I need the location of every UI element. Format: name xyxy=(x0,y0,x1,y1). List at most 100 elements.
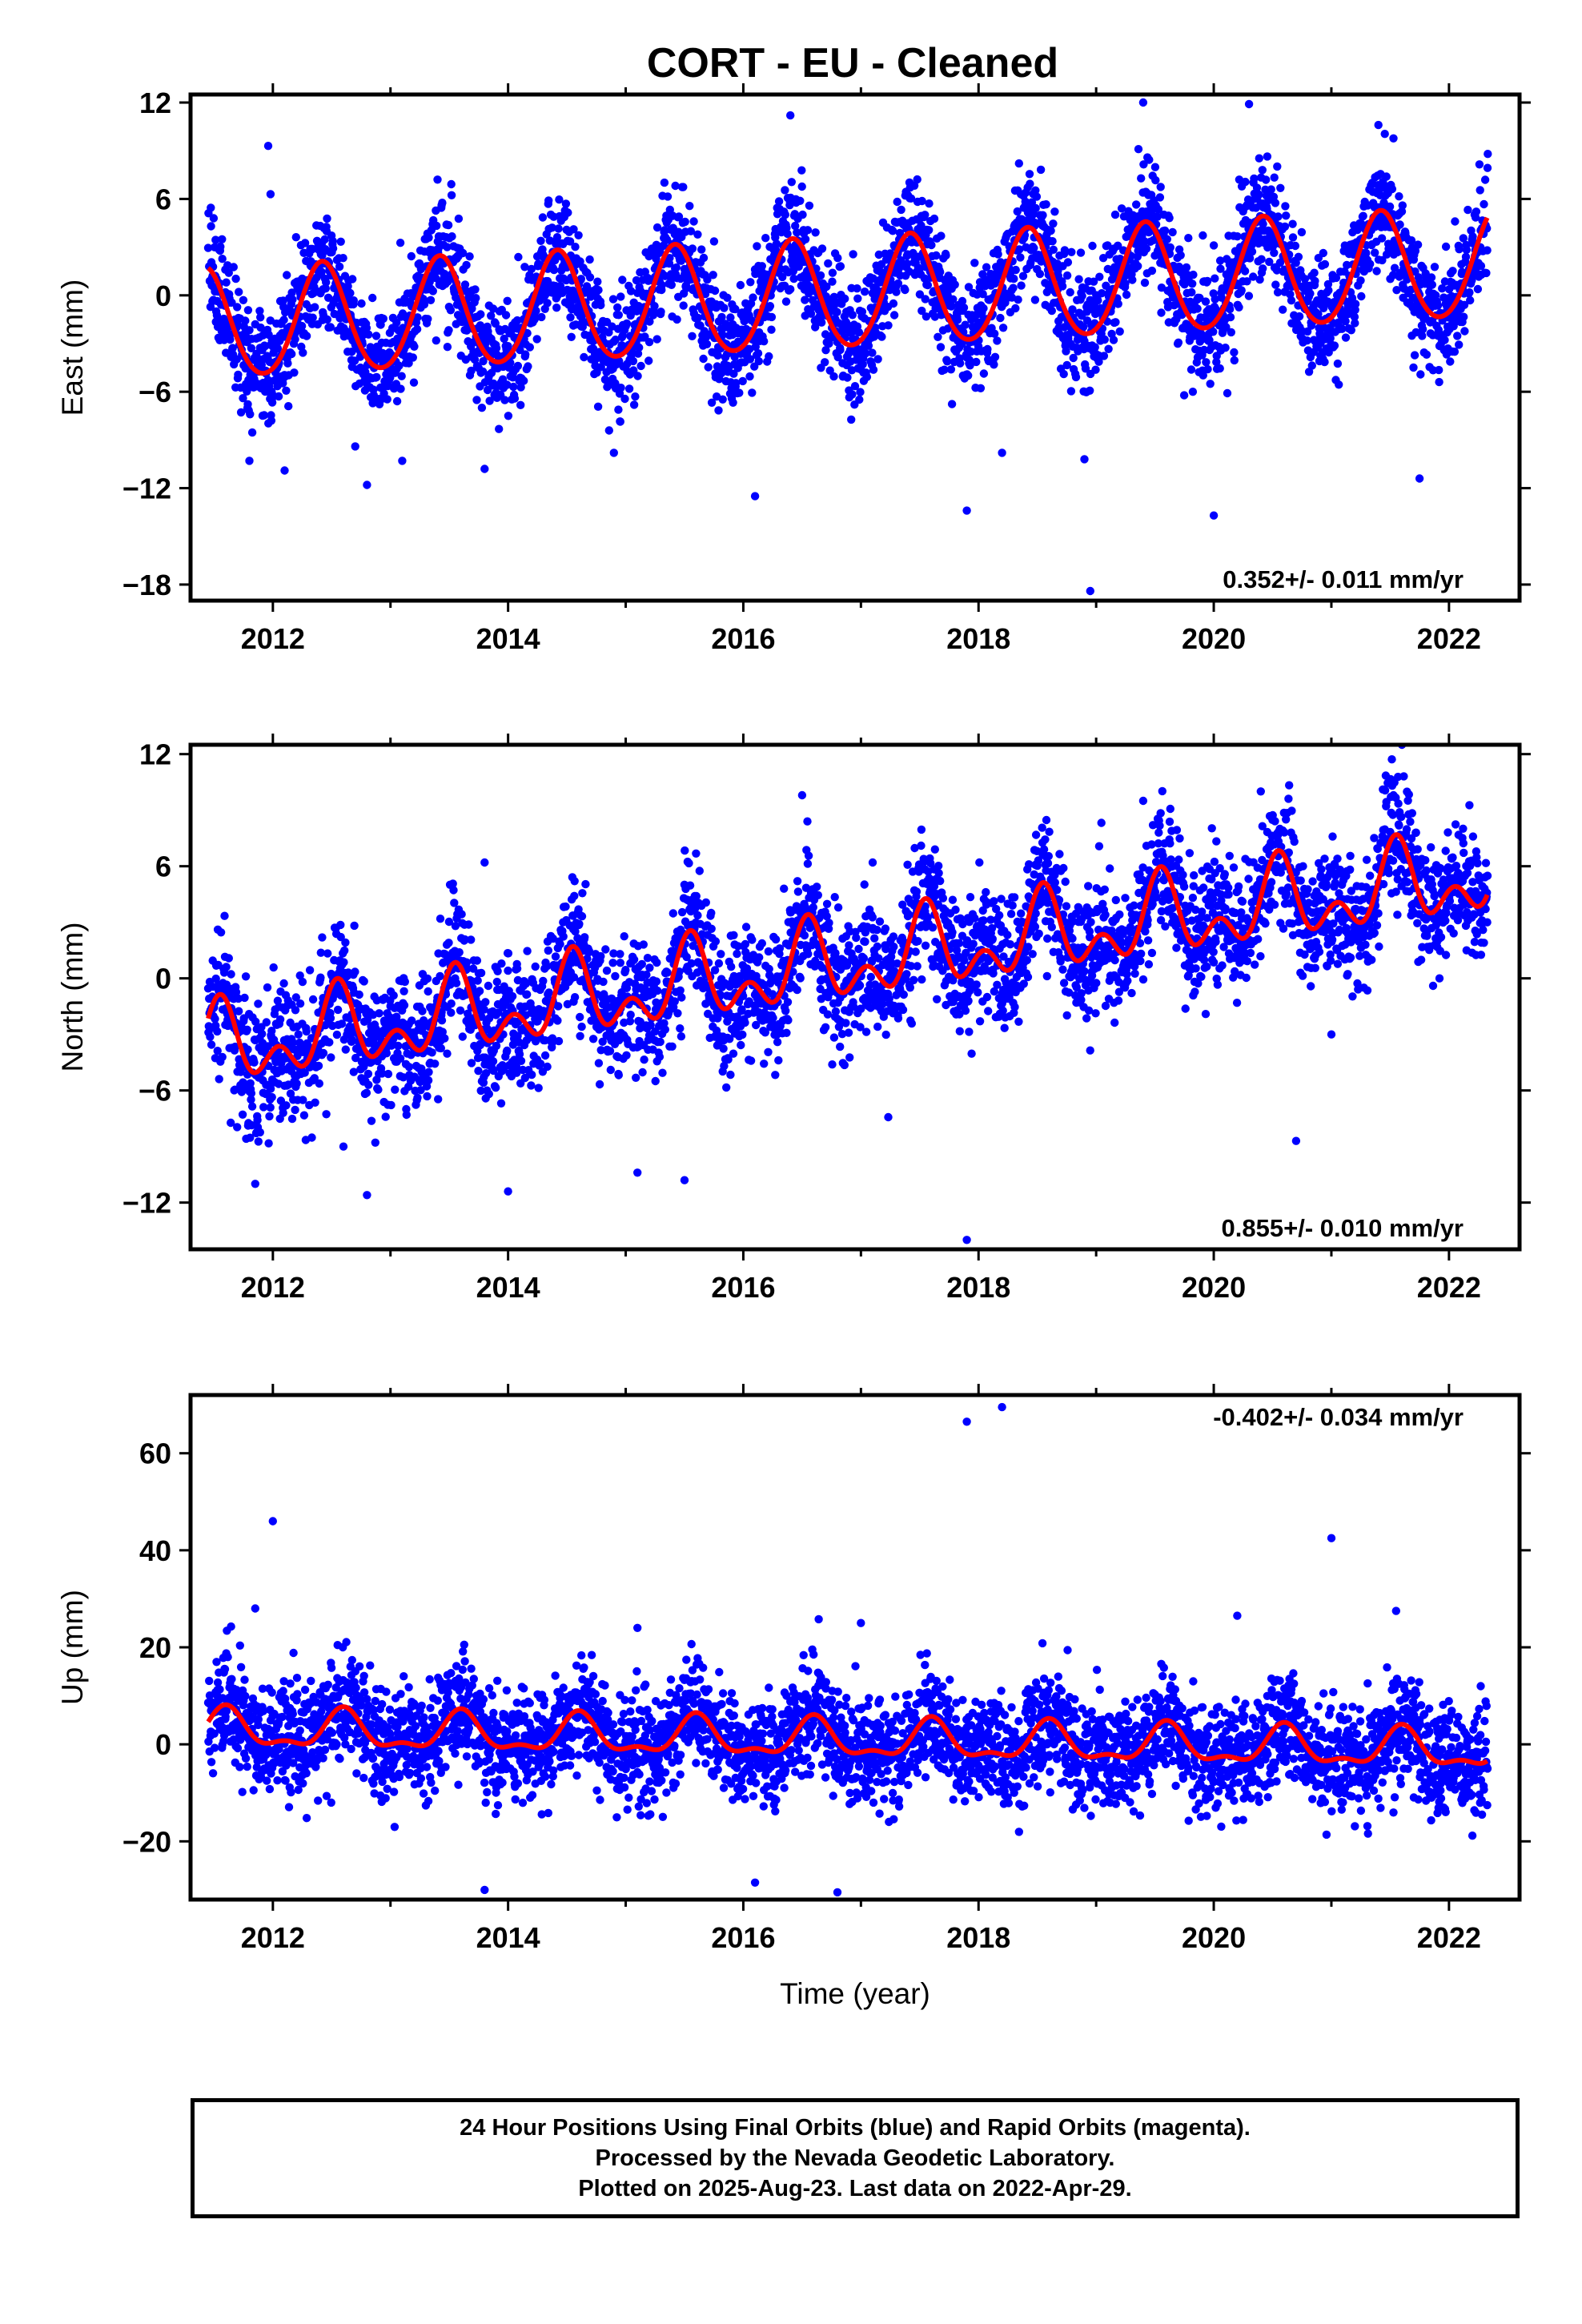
data-point xyxy=(869,365,878,374)
data-point xyxy=(1209,328,1218,336)
data-point xyxy=(501,311,511,320)
data-point xyxy=(487,312,496,320)
data-point xyxy=(1010,274,1018,283)
data-point xyxy=(460,935,469,944)
data-point xyxy=(478,367,488,376)
data-point xyxy=(275,1015,285,1024)
data-point xyxy=(1193,304,1202,313)
x-tick-label: 2022 xyxy=(1417,622,1481,655)
data-point xyxy=(219,314,228,324)
data-point xyxy=(284,402,293,411)
data-point xyxy=(760,337,769,346)
data-point xyxy=(332,1030,342,1039)
data-point xyxy=(624,384,634,393)
data-point xyxy=(372,372,381,382)
data-point xyxy=(1103,241,1112,250)
data-point xyxy=(467,1059,476,1068)
data-point xyxy=(287,349,296,359)
data-point xyxy=(1157,283,1166,292)
data-point xyxy=(534,1084,543,1092)
data-point xyxy=(470,355,480,364)
data-point xyxy=(400,987,408,996)
data-point xyxy=(729,398,737,407)
data-point xyxy=(1062,360,1071,370)
data-point xyxy=(748,388,757,397)
data-point xyxy=(479,356,488,366)
data-point xyxy=(1282,211,1291,220)
data-point xyxy=(856,388,865,396)
data-point xyxy=(1286,290,1295,299)
data-point xyxy=(290,1045,299,1054)
data-point xyxy=(527,1081,536,1090)
data-point xyxy=(1098,254,1108,263)
data-point xyxy=(1427,280,1437,289)
data-point xyxy=(392,318,401,327)
data-point xyxy=(602,966,612,975)
data-point xyxy=(745,372,754,381)
data-point xyxy=(1184,234,1193,243)
data-point xyxy=(1280,222,1290,231)
data-point xyxy=(1074,275,1083,283)
data-point xyxy=(609,448,618,457)
data-point xyxy=(650,302,659,311)
data-point xyxy=(504,412,513,420)
data-point xyxy=(556,282,565,291)
data-point xyxy=(1389,134,1398,143)
data-point xyxy=(1380,130,1389,139)
data-point xyxy=(672,263,681,272)
data-point xyxy=(326,1014,335,1023)
data-point xyxy=(1142,244,1151,253)
data-point xyxy=(283,359,292,368)
data-point xyxy=(828,268,837,277)
data-point xyxy=(576,257,584,266)
data-point xyxy=(416,1086,425,1095)
data-point xyxy=(536,1059,545,1068)
data-point xyxy=(913,175,921,184)
data-point xyxy=(302,1027,311,1036)
data-point xyxy=(266,1103,275,1112)
data-point xyxy=(1047,306,1057,316)
data-point xyxy=(1062,271,1072,280)
data-point xyxy=(259,1103,268,1112)
data-point xyxy=(1203,364,1212,374)
data-point xyxy=(1031,186,1040,195)
data-point xyxy=(447,999,456,1008)
data-point xyxy=(1134,145,1143,154)
x-tick-label: 2012 xyxy=(241,622,305,655)
data-point xyxy=(652,223,662,232)
data-point xyxy=(398,456,407,465)
data-point xyxy=(978,290,987,299)
data-point xyxy=(279,1108,287,1117)
data-point xyxy=(964,371,973,380)
data-point xyxy=(652,335,661,344)
data-point xyxy=(383,1069,393,1079)
data-point xyxy=(359,977,368,986)
data-point xyxy=(1162,235,1172,243)
data-point xyxy=(443,1049,452,1058)
data-point xyxy=(1272,266,1282,275)
data-point xyxy=(1409,363,1418,372)
data-point xyxy=(220,911,229,920)
data-point xyxy=(789,274,798,283)
data-point xyxy=(649,308,658,317)
data-point xyxy=(1176,251,1185,259)
data-point xyxy=(720,304,729,312)
data-point xyxy=(1465,288,1474,297)
data-point xyxy=(1418,332,1427,340)
data-point xyxy=(1320,259,1330,269)
data-point xyxy=(287,288,296,297)
data-point xyxy=(527,264,536,274)
data-point xyxy=(990,360,998,369)
data-point xyxy=(340,946,349,955)
data-point xyxy=(1351,300,1360,308)
data-point xyxy=(375,1009,383,1018)
data-point xyxy=(287,1114,297,1124)
data-point xyxy=(282,386,291,395)
data-point xyxy=(387,1100,396,1110)
data-point xyxy=(1372,267,1381,275)
data-point xyxy=(231,1085,239,1094)
data-point xyxy=(1014,159,1024,168)
data-point xyxy=(1209,511,1219,520)
data-point xyxy=(1155,193,1165,202)
data-point xyxy=(781,186,789,195)
